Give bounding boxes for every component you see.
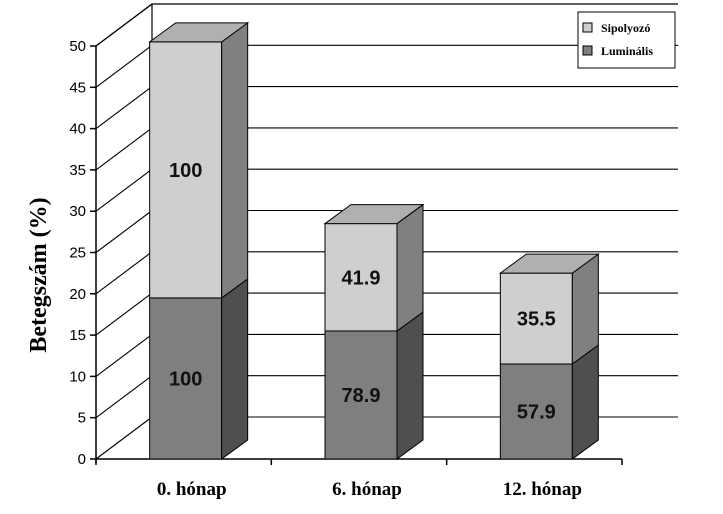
bar-front — [149, 41, 223, 299]
bar-top — [148, 22, 250, 43]
y-tick-label: 25 — [69, 245, 86, 262]
bar-top — [498, 253, 600, 274]
bar-side — [221, 21, 249, 299]
gridline-diagonal — [95, 375, 153, 419]
x-tick-label: 6. hónap — [332, 479, 402, 500]
gridline-diagonal — [95, 416, 153, 460]
y-tick-label: 50 — [69, 38, 86, 55]
legend-swatch — [582, 22, 593, 33]
y-tick-label: 45 — [69, 79, 86, 96]
bar-segment — [323, 203, 425, 332]
bar-segment — [149, 277, 249, 460]
data-label: 41.9 — [342, 267, 381, 289]
y-axis-label: Betegszám (%) — [26, 197, 52, 352]
bar-segment — [324, 310, 424, 460]
y-tick-label: 10 — [69, 368, 86, 385]
y-tick-label: 15 — [69, 327, 86, 344]
gridline-diagonal — [95, 292, 153, 336]
bars — [148, 21, 600, 460]
gridline-diagonal — [95, 3, 153, 47]
gridline-diagonal — [95, 168, 153, 212]
y-tick-label: 35 — [69, 162, 86, 179]
axes: 0 5 10 15 20 25 30 35 40 45 50 — [69, 38, 623, 468]
legend-box — [577, 11, 676, 69]
gridline-diagonal — [95, 44, 153, 88]
bar-side — [221, 277, 249, 460]
bar-front — [324, 223, 398, 332]
gridline-diagonal — [95, 210, 153, 253]
bar-side — [396, 203, 424, 332]
bar-side — [571, 344, 599, 460]
data-label: 78.9 — [342, 385, 381, 407]
data-label: 57.9 — [517, 402, 556, 424]
data-label: 100 — [169, 368, 202, 390]
y-tick-label: 5 — [78, 410, 86, 427]
y-tick-label: 20 — [69, 286, 86, 303]
gridline-diagonal — [95, 127, 153, 171]
data-label: 35.5 — [517, 309, 556, 331]
labels: 100 100 0. hónap 78.9 41.9 6. hónap 57.9 35.5 12… — [157, 160, 582, 500]
x-tick-label: 0. hónap — [157, 479, 227, 500]
y-tick-label: 30 — [69, 203, 86, 220]
bar-segment — [498, 253, 600, 365]
data-label: 100 — [169, 160, 202, 182]
legend-swatch — [582, 45, 593, 56]
x-tick-label: 12. hónap — [503, 479, 582, 500]
y-tick-label: 40 — [69, 121, 86, 138]
bar-segment — [148, 21, 250, 299]
gridline-diagonal — [95, 251, 153, 295]
legend-label: Luminális — [601, 44, 653, 58]
bar-side — [396, 310, 424, 460]
y-tick-label: 0 — [78, 451, 86, 468]
bar-top — [323, 204, 425, 225]
legend: Sipolyozó Luminális — [577, 11, 676, 69]
gridline-diagonal — [95, 333, 153, 377]
legend-label: Sipolyozó — [601, 21, 650, 35]
gridline-diagonal — [95, 86, 153, 130]
bar-segment — [499, 344, 599, 460]
